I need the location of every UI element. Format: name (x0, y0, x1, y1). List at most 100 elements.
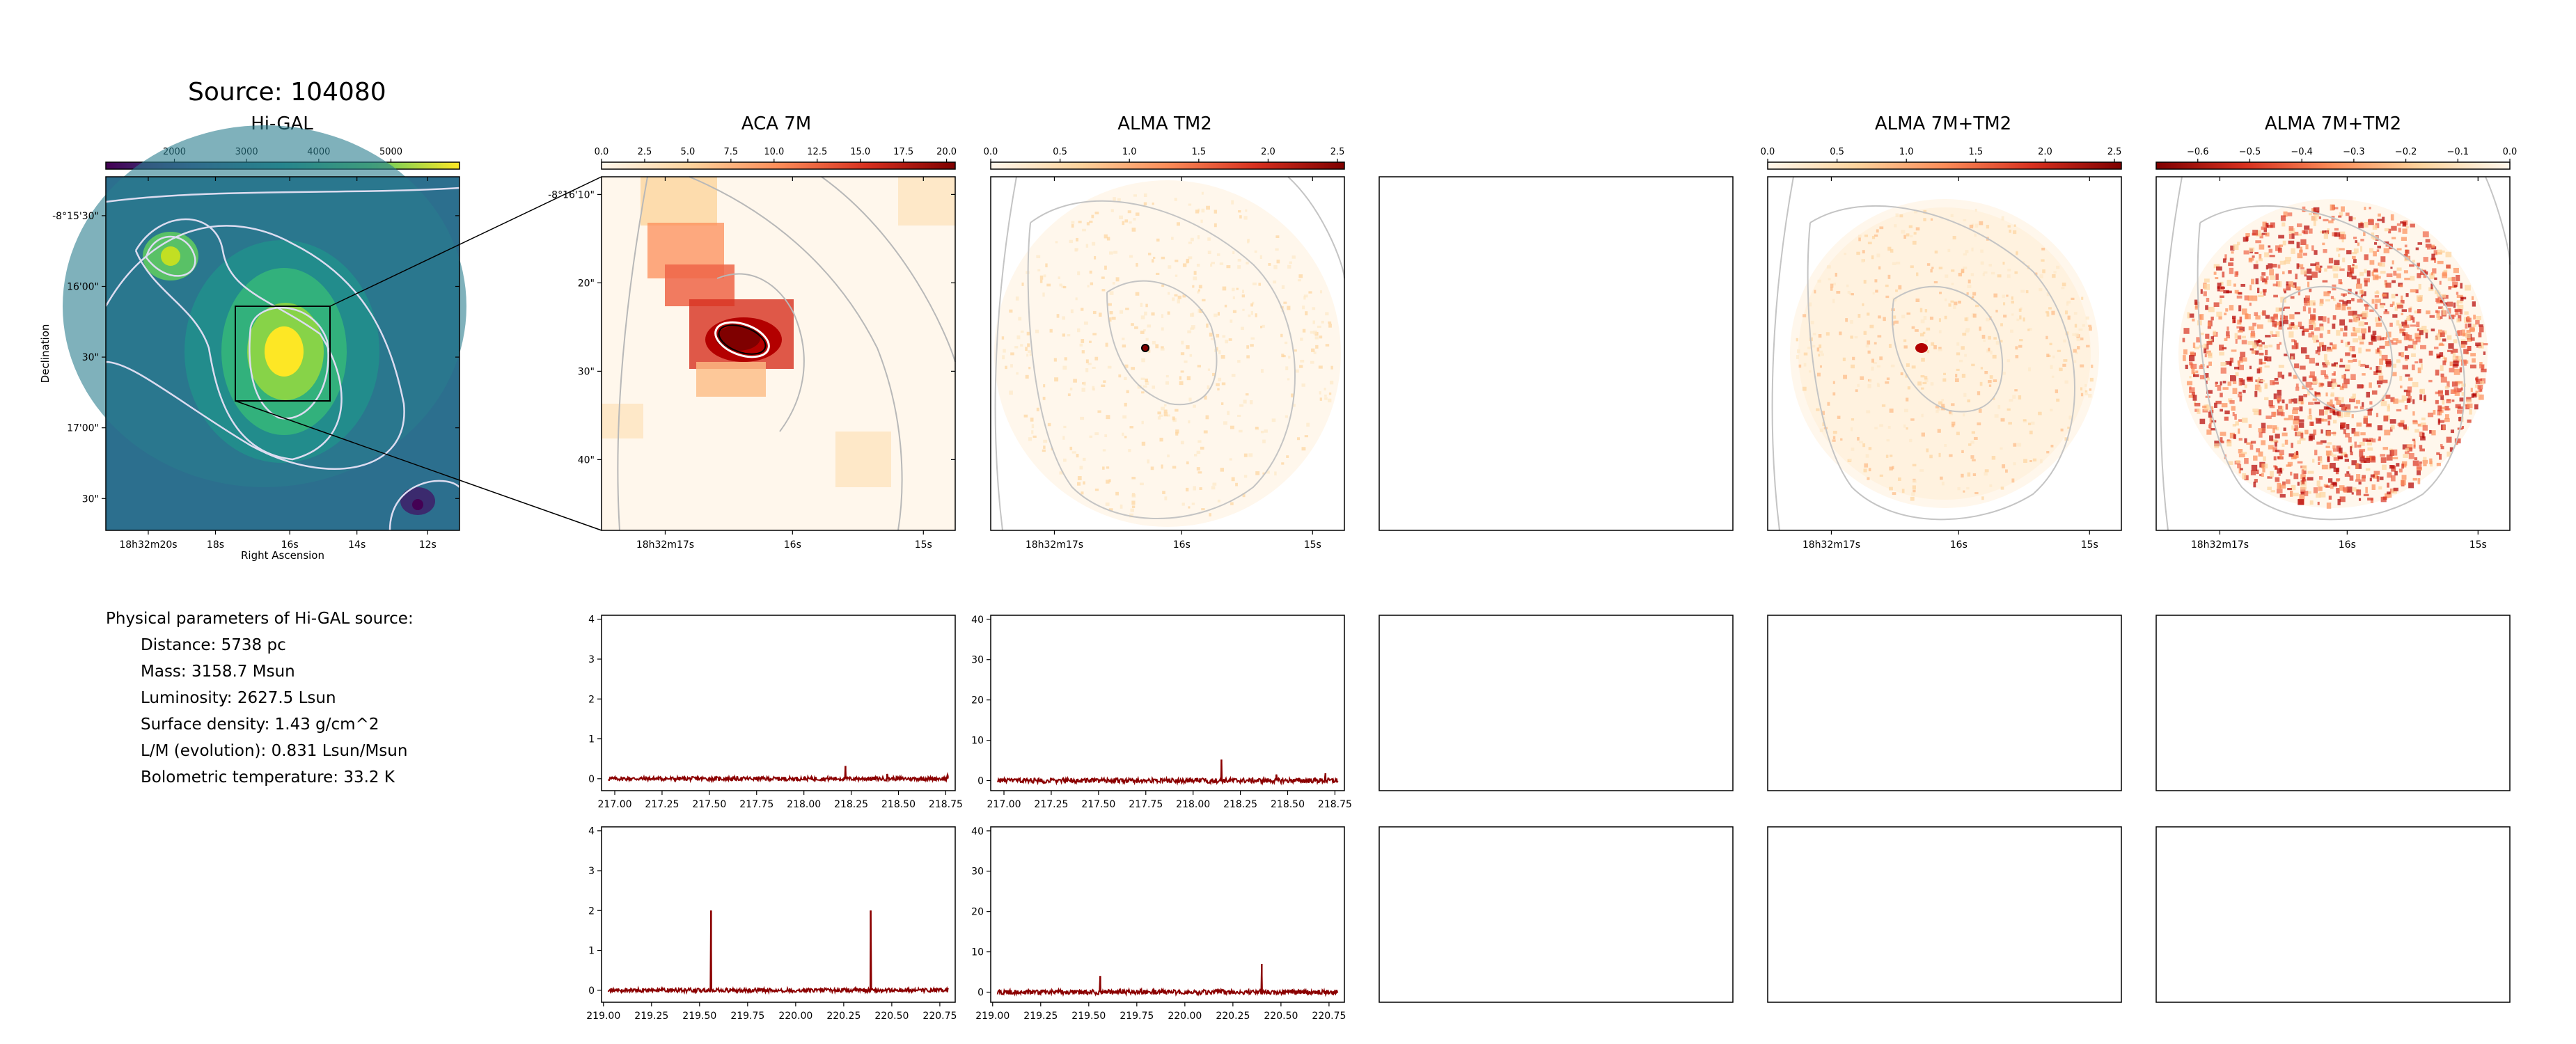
noise-pixel (1023, 414, 1028, 418)
noise-pixel (1858, 235, 1862, 238)
noise-pixel (2341, 397, 2344, 403)
noise-pixel (2339, 319, 2346, 326)
noise-pixel (1310, 331, 1314, 334)
noise-pixel (2293, 418, 2300, 425)
noise-pixel (2359, 457, 2364, 461)
noise-pixel (2193, 374, 2199, 377)
noise-pixel (1949, 454, 1953, 457)
noise-pixel (2307, 300, 2310, 306)
noise-pixel (1082, 457, 1086, 461)
noise-pixel (1999, 340, 2003, 343)
noise-pixel (2424, 395, 2426, 402)
noise-pixel (1260, 369, 1264, 373)
noise-pixel (1978, 409, 1982, 413)
noise-pixel (1172, 297, 1175, 301)
noise-pixel (2288, 270, 2292, 274)
noise-pixel (1288, 356, 1291, 359)
noise-pixel (1921, 432, 1925, 437)
noise-pixel (2275, 427, 2279, 431)
noise-pixel (2344, 325, 2348, 331)
noise-pixel (1210, 263, 1213, 267)
noise-pixel (1020, 330, 1024, 333)
noise-pixel (2333, 467, 2340, 472)
x-tick-label: 220.50 (874, 1011, 909, 1022)
noise-pixel (2366, 391, 2371, 398)
noise-pixel (2331, 363, 2337, 367)
noise-pixel (2332, 297, 2336, 301)
noise-pixel (2447, 399, 2451, 402)
noise-pixel (2277, 281, 2282, 287)
noise-pixel (2226, 290, 2232, 294)
noise-pixel (1892, 492, 1896, 496)
noise-pixel (2220, 362, 2226, 367)
noise-pixel (2209, 418, 2213, 424)
noise-pixel (1192, 285, 1195, 288)
noise-pixel (1062, 365, 1067, 370)
x-tick-label: 219.25 (1023, 1011, 1058, 1022)
noise-pixel (2403, 389, 2408, 393)
noise-pixel (1009, 309, 1013, 313)
noise-pixel (1861, 259, 1864, 263)
noise-pixel (1236, 287, 1239, 290)
noise-pixel (1175, 432, 1179, 436)
noise-pixel (2362, 311, 2369, 317)
noise-pixel (1961, 269, 1965, 273)
noise-pixel (2204, 278, 2210, 283)
noise-pixel (2014, 389, 2018, 392)
noise-pixel (2088, 324, 2092, 327)
noise-pixel (2255, 278, 2259, 285)
x-tick-label: 18h32m17s (636, 539, 694, 551)
tm2-axis-ticks: 18h32m17s 16s 15s (1026, 177, 1321, 551)
noise-pixel (2389, 448, 2393, 452)
noise-pixel (1281, 354, 1285, 358)
noise-pixel (1113, 251, 1118, 254)
noise-pixel (2369, 219, 2373, 223)
noise-pixel (1324, 394, 1327, 397)
noise-pixel (2206, 297, 2210, 302)
noise-pixel (1202, 299, 1206, 301)
noise-pixel (1319, 397, 1322, 401)
noise-pixel (2385, 364, 2392, 367)
noise-pixel (1142, 385, 1147, 388)
noise-pixel (2039, 287, 2043, 292)
noise-pixel (1171, 237, 1174, 240)
noise-pixel (2396, 320, 2400, 326)
noise-pixel (2469, 409, 2472, 415)
noise-pixel (1897, 477, 1901, 481)
noise-pixel (1131, 367, 1136, 370)
noise-pixel (2351, 492, 2354, 495)
noise-pixel (2234, 413, 2237, 420)
noise-pixel (1230, 425, 1234, 429)
empty-map-panel (1379, 176, 1734, 531)
noise-pixel (2460, 296, 2464, 301)
y-tick-label: 3 (588, 654, 595, 665)
noise-pixel (2400, 480, 2406, 486)
noise-pixel (2239, 395, 2243, 402)
noise-pixel (2332, 482, 2338, 487)
noise-pixel (1197, 235, 1200, 239)
noise-pixel (2284, 315, 2288, 321)
noise-pixel (2430, 329, 2435, 332)
noise-pixel (2029, 459, 2032, 463)
noise-pixel (2254, 479, 2258, 483)
noise-pixel (2308, 402, 2314, 405)
noise-pixel (2295, 286, 2301, 291)
noise-pixel (2420, 345, 2426, 349)
noise-pixel (2331, 432, 2337, 435)
noise-pixel (2425, 244, 2432, 248)
noise-pixel (2265, 335, 2271, 338)
noise-pixel (2205, 344, 2209, 350)
noise-pixel (2370, 474, 2375, 478)
noise-pixel (1250, 303, 1253, 307)
noise-pixel (2380, 271, 2386, 274)
noise-pixel (2319, 299, 2324, 305)
param-surface-density: Surface density: 1.43 g/cm^2 (141, 715, 379, 734)
noise-pixel (2421, 326, 2427, 331)
noise-pixel (1054, 377, 1059, 382)
noise-pixel (2401, 351, 2404, 358)
noise-pixel (2352, 487, 2357, 492)
noise-pixel (1814, 290, 1816, 294)
noise-pixel (1966, 292, 1969, 295)
noise-pixel (2332, 420, 2337, 424)
noise-pixel (2238, 449, 2243, 454)
